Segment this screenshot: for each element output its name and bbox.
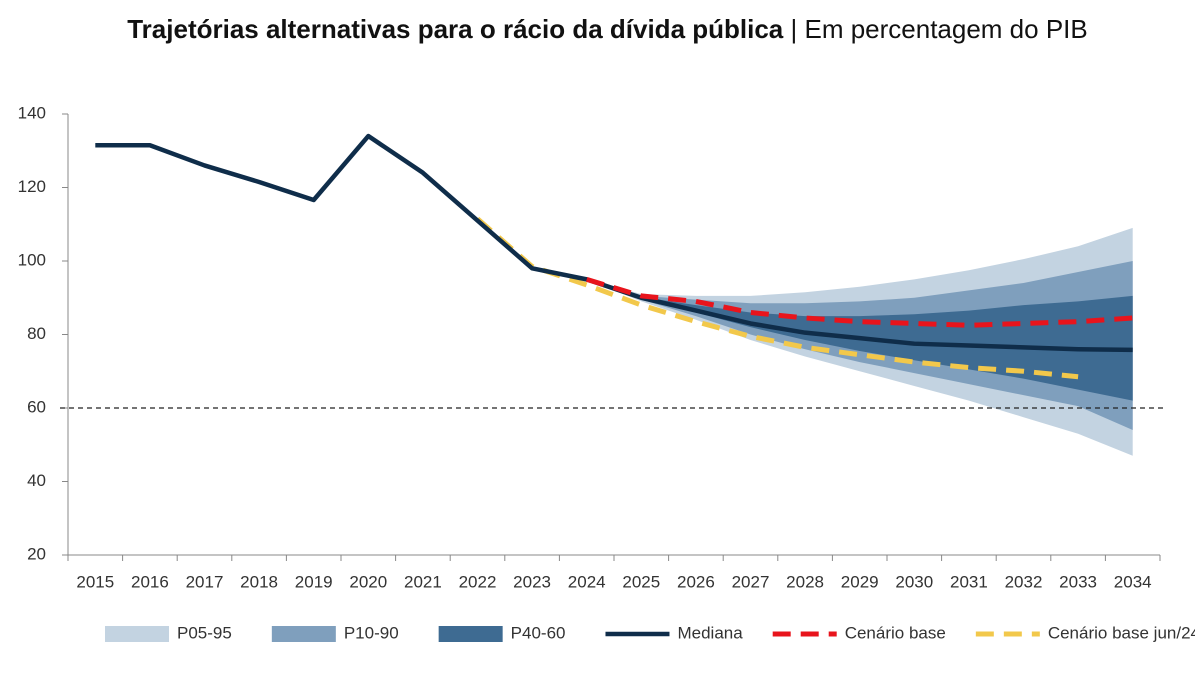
series-line	[585, 276, 1133, 328]
legend: P05-95 P10-90 P40-60 Mediana Cenário base Cen…	[105, 623, 1195, 642]
y-tick-label: 140	[18, 103, 46, 122]
x-tick-label: 2026	[677, 572, 715, 591]
legend-label: P10-90	[344, 623, 399, 642]
legend-swatch	[271, 626, 336, 642]
x-tick-label: 2022	[459, 572, 497, 591]
x-tick-label: 2019	[295, 572, 333, 591]
legend-label: Mediana	[677, 623, 743, 642]
x-tick-label: 2030	[895, 572, 933, 591]
legend-label: P40-60	[511, 623, 566, 642]
x-tick-label: 2020	[349, 572, 387, 591]
x-tick-label: 2033	[1059, 572, 1097, 591]
x-tick-label: 2028	[786, 572, 824, 591]
subtitle: | Em percentagem do PIB	[790, 14, 1088, 44]
x-tick-label: 2031	[950, 572, 988, 591]
x-tick-label: 2021	[404, 572, 442, 591]
x-tick-label: 2016	[131, 572, 169, 591]
x-tick-label: 2015	[76, 572, 114, 591]
legend-swatch	[438, 626, 503, 642]
x-tick-label: 2027	[732, 572, 770, 591]
y-tick-label: 100	[18, 250, 46, 269]
x-tick-label: 2029	[841, 572, 879, 591]
x-tick-label: 2023	[513, 572, 551, 591]
y-tick-label: 20	[27, 544, 46, 563]
x-tick-label: 2024	[568, 572, 606, 591]
x-tick-label: 2025	[622, 572, 660, 591]
legend-label: Cenário base jun/24	[1048, 623, 1195, 642]
series-line	[475, 216, 1079, 380]
y-tick-label: 80	[27, 324, 46, 343]
x-tick-label: 2034	[1114, 572, 1152, 591]
chart-title: Trajetórias alternativas para o rácio da…	[120, 8, 1095, 50]
legend-label: Cenário base	[845, 623, 946, 642]
x-tick-label: 2017	[186, 572, 224, 591]
title: Trajetórias alternativas para o rácio da…	[127, 14, 784, 44]
y-tick-label: 120	[18, 177, 46, 196]
x-tick-label: 2018	[240, 572, 278, 591]
y-tick-label: 40	[27, 471, 46, 490]
legend-label: P05-95	[177, 623, 232, 642]
legend-swatch	[105, 626, 169, 642]
x-tick-label: 2032	[1005, 572, 1043, 591]
y-tick-label: 60	[27, 397, 46, 416]
